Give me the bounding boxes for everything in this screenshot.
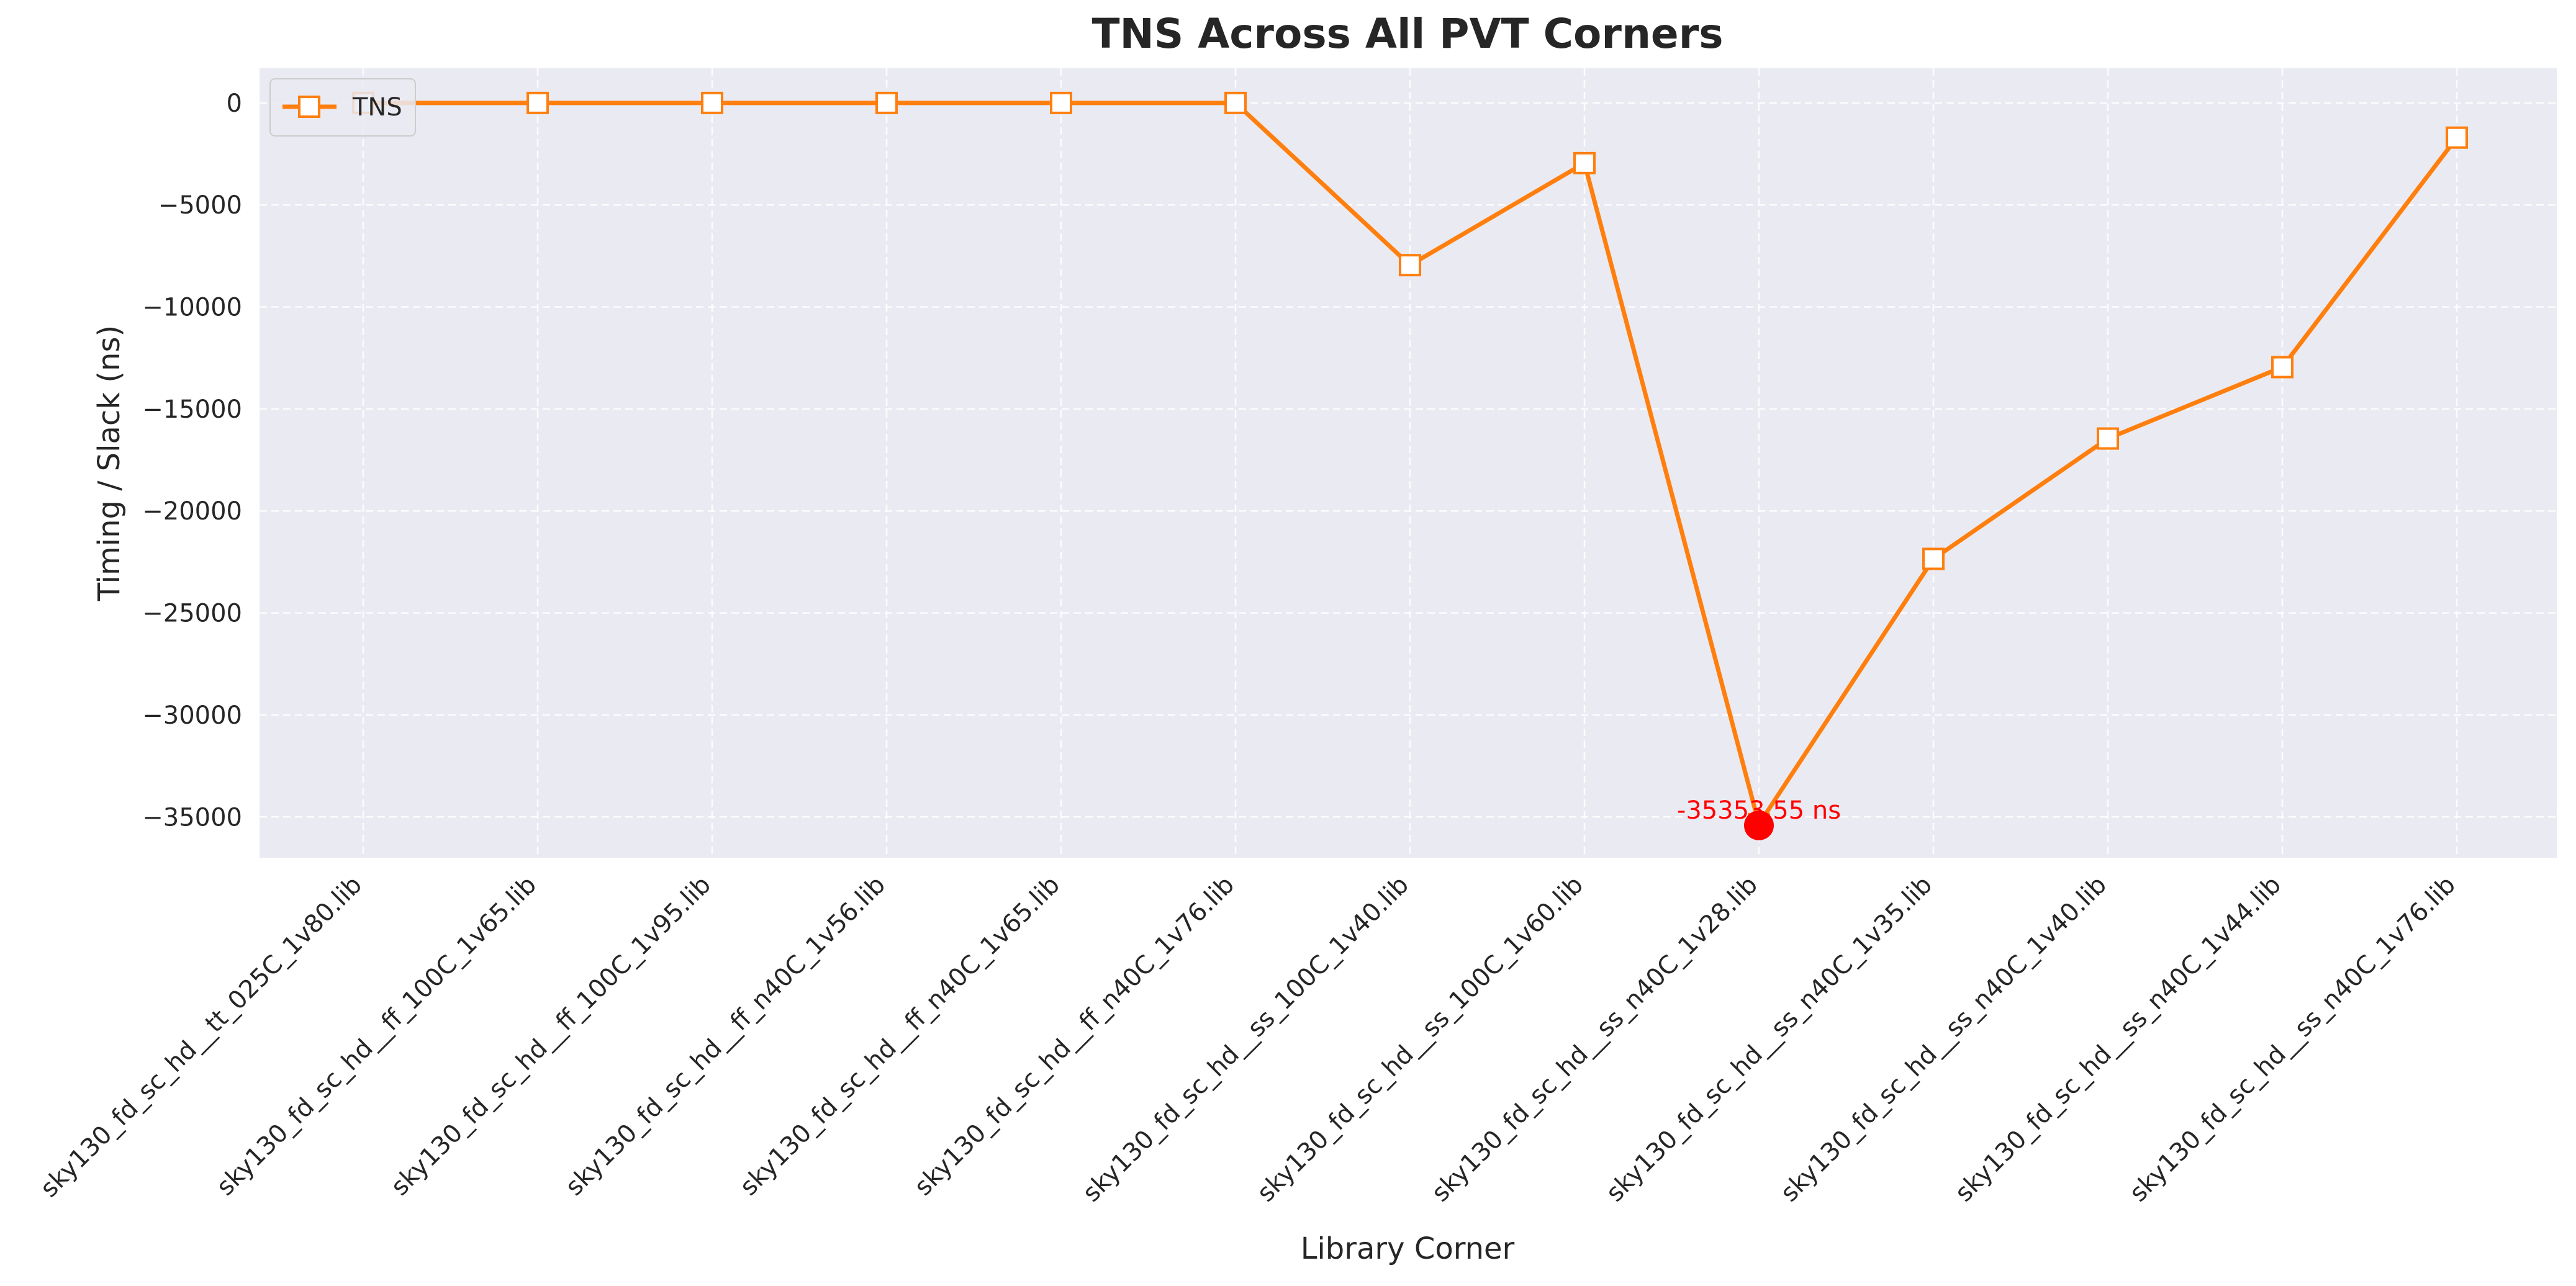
min-point-highlight: [1744, 810, 1774, 840]
x-tick-label: sky130_fd_sc_hd__ss_100C_1v40.lib: [1077, 871, 1414, 1208]
x-tick-label: sky130_fd_sc_hd__ss_n40C_1v76.lib: [2124, 871, 2461, 1208]
x-tick-label: sky130_fd_sc_hd__ss_100C_1v60.lib: [1252, 871, 1589, 1208]
legend-entry-label: TNS: [352, 93, 402, 122]
y-tick-label: −15000: [142, 395, 242, 424]
x-tick-label: sky130_fd_sc_hd__ff_n40C_1v76.lib: [909, 871, 1240, 1202]
x-tick-label: sky130_fd_sc_hd__ss_n40C_1v44.lib: [1950, 871, 2287, 1208]
data-point-marker: [1050, 91, 1072, 114]
legend: TNS: [269, 78, 416, 137]
y-tick-label: −5000: [158, 191, 242, 220]
data-point-marker: [526, 91, 549, 114]
data-point-marker: [1224, 91, 1247, 114]
x-axis-label: Library Corner: [1301, 1231, 1515, 1266]
data-point-marker: [2097, 427, 2119, 450]
y-axis: 0 −5000 −10000 −15000 −20000 −25000 −30000 −350…: [142, 89, 242, 832]
data-point-marker: [1399, 254, 1421, 277]
series-layer: -35353.55 ns: [352, 91, 2468, 840]
plot-area: [260, 68, 2557, 858]
grid-lines: [260, 68, 2557, 858]
x-tick-label: sky130_fd_sc_hd__ff_100C_1v65.lib: [211, 871, 542, 1202]
y-tick-label: −20000: [142, 497, 242, 526]
y-tick-label: −10000: [142, 294, 242, 322]
x-tick-label: sky130_fd_sc_hd__ss_n40C_1v40.lib: [1775, 871, 2112, 1208]
data-point-marker: [701, 91, 723, 114]
data-point-marker: [875, 91, 898, 114]
y-axis-label: Timing / Slack (ns): [92, 325, 127, 601]
x-tick-label: sky130_fd_sc_hd__ss_n40C_1v28.lib: [1426, 871, 1763, 1208]
y-tick-label: 0: [227, 89, 242, 118]
legend-box: [269, 78, 416, 137]
x-tick-label: sky130_fd_sc_hd__ff_100C_1v95.lib: [386, 871, 716, 1202]
x-axis: sky130_fd_sc_hd__tt_025C_1v80.libsky130_…: [35, 871, 2461, 1208]
y-tick-label: −25000: [142, 600, 242, 628]
y-tick-label: −30000: [142, 701, 242, 730]
x-tick-label: sky130_fd_sc_hd__ff_n40C_1v56.lib: [560, 871, 891, 1202]
x-tick-label: sky130_fd_sc_hd__tt_025C_1v80.lib: [35, 871, 368, 1203]
x-tick-label: sky130_fd_sc_hd__ff_n40C_1v65.lib: [734, 871, 1065, 1202]
data-point-marker: [1922, 547, 1945, 570]
min-point-label: -35353.55 ns: [1677, 796, 1841, 825]
data-point-marker: [1573, 151, 1596, 174]
legend-swatch-marker: [298, 96, 320, 118]
data-point-marker: [2446, 126, 2468, 149]
data-point-marker: [2271, 356, 2294, 379]
chart-title: TNS Across All PVT Corners: [1091, 10, 1723, 58]
y-tick-label: −35000: [142, 803, 242, 832]
x-tick-label: sky130_fd_sc_hd__ss_n40C_1v35.lib: [1601, 871, 1938, 1208]
